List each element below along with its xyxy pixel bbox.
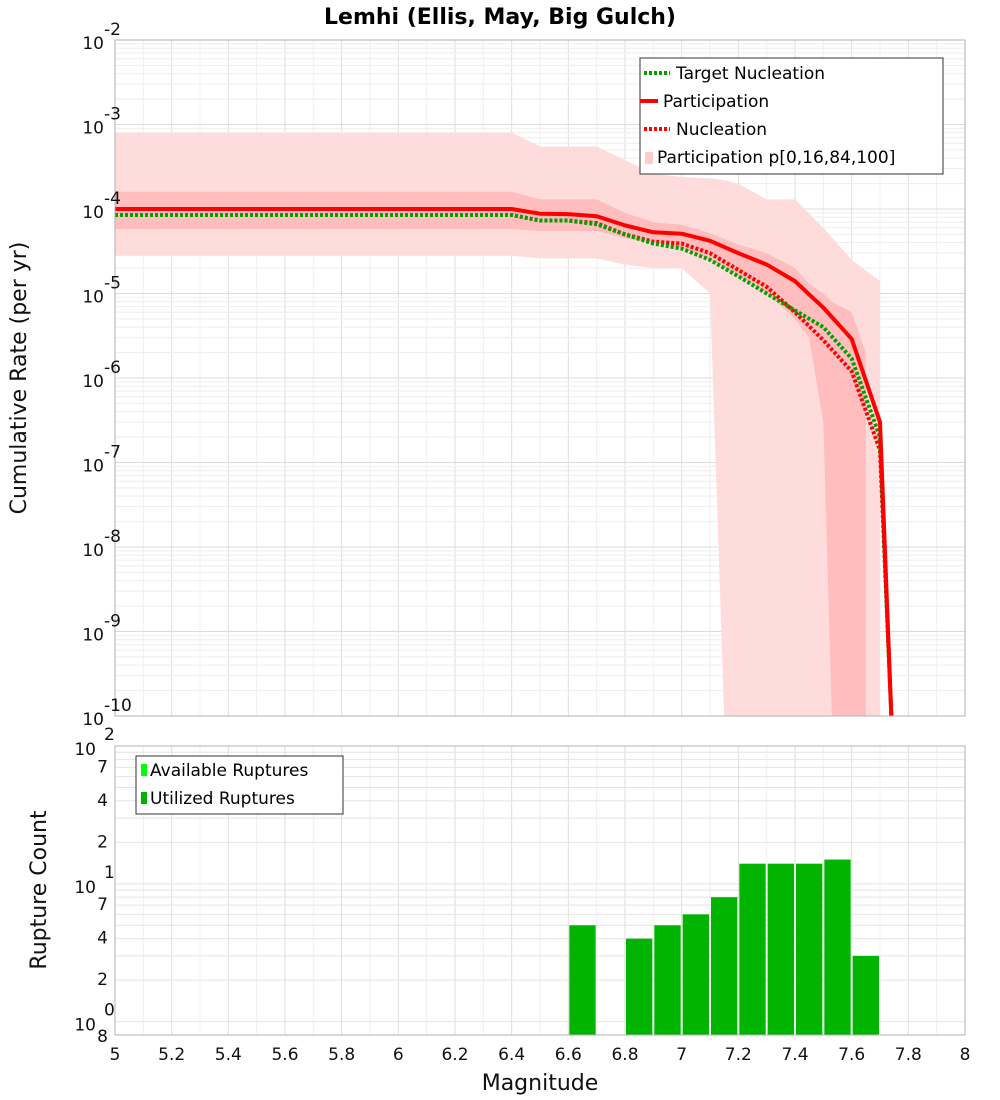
legend-label-participation-band: Participation p[0,16,84,100] (657, 148, 895, 168)
y-tick-exponent: -5 (104, 274, 121, 294)
bottom-y-tick-label: 10 (74, 878, 96, 898)
utilized-ruptures-bar (739, 863, 766, 1035)
y-tick-exponent: -4 (104, 189, 121, 209)
y-tick-label: 10 (82, 710, 104, 730)
y-tick-exponent: -2 (104, 20, 121, 40)
utilized-ruptures-bar (711, 897, 738, 1035)
bottom-y-tick-label: 10 (74, 740, 96, 760)
chart-title: Lemhi (Ellis, May, Big Gulch) (324, 5, 676, 30)
bottom-y-tick-label: 10 (74, 1016, 96, 1036)
y-tick-label: 10 (82, 541, 104, 561)
bottom-legend-box (135, 755, 344, 815)
utilized-ruptures-bar (767, 863, 794, 1035)
top-plot-frame (114, 39, 966, 717)
legend-label-utilized-ruptures: Utilized Ruptures (150, 789, 295, 809)
x-axis-label: Magnitude (482, 1071, 599, 1096)
bottom-y-minor-tick-label: 4 (97, 791, 108, 811)
y-tick-exponent: -7 (104, 443, 121, 463)
x-tick-label: 5.6 (271, 1045, 298, 1065)
bottom-y-minor-tick-label: 4 (97, 929, 108, 949)
utilized-ruptures-bar (682, 914, 709, 1035)
x-tick-label: 8 (960, 1045, 971, 1065)
utilized-ruptures-bar (796, 863, 823, 1035)
y-tick-label: 10 (82, 119, 104, 139)
legend-swatch-utilized-ruptures (141, 792, 147, 804)
bottom-bars (569, 859, 879, 1035)
top-legend-box (639, 57, 944, 175)
top-bands (115, 132, 880, 717)
utilized-ruptures-bar (569, 925, 596, 1035)
legend-label-nucleation: Nucleation (676, 120, 767, 140)
y-tick-label: 10 (82, 457, 104, 477)
bottom-y-tick-exponent: 2 (104, 725, 115, 745)
top-legend: Target Nucleation Participation Nucleati… (639, 57, 944, 175)
x-tick-label: 7.6 (838, 1045, 865, 1065)
y-tick-label: 10 (82, 626, 104, 646)
y-tick-exponent: -10 (104, 696, 132, 716)
top-lines (115, 207, 894, 717)
x-tick-label: 5.4 (215, 1045, 242, 1065)
y-tick-label: 10 (82, 34, 104, 54)
legend-swatch-available-ruptures (141, 764, 147, 776)
legend-label-target-nucleation: Target Nucleation (675, 64, 825, 84)
x-tick-label: 5.2 (158, 1045, 185, 1065)
legend-label-available-ruptures: Available Ruptures (150, 761, 308, 781)
y-tick-label: 10 (82, 288, 104, 308)
participation-band-p0-p100 (115, 132, 880, 716)
x-tick-label: 6.6 (555, 1045, 582, 1065)
series-line-target-nucleation (115, 212, 894, 717)
utilized-ruptures-bar (626, 938, 653, 1035)
bottom-x-ticks: 5 5.2 5.4 5.6 5.8 6 6.2 6.4 6.6 6.8 7 7.2 7.4 7.6 7.8 8 (110, 1045, 971, 1065)
bottom-y-minor-tick-label: 7 (97, 757, 108, 777)
x-tick-label: 7 (676, 1045, 687, 1065)
bottom-y-minor-tick-label: 7 (97, 895, 108, 915)
top-y-axis-label: Cumulative Rate (per yr) (7, 242, 32, 515)
x-tick-label: 5.8 (328, 1045, 355, 1065)
y-tick-exponent: -9 (104, 612, 121, 632)
x-tick-label: 6 (393, 1045, 404, 1065)
legend-swatch-participation-band (645, 152, 653, 164)
x-tick-label: 7.4 (781, 1045, 808, 1065)
bottom-y-minor-tick-label: 2 (97, 832, 108, 852)
y-tick-exponent: -6 (104, 358, 121, 378)
y-tick-label: 10 (82, 203, 104, 223)
bottom-y-minor-tick-label: 8 (97, 1027, 108, 1047)
y-tick-label: 10 (82, 372, 104, 392)
x-tick-label: 6.4 (498, 1045, 525, 1065)
series-line-participation (115, 207, 894, 717)
x-tick-label: 5 (110, 1045, 121, 1065)
utilized-ruptures-bar (824, 859, 851, 1035)
bottom-y-minor-tick-label: 2 (97, 970, 108, 990)
x-tick-label: 7.2 (725, 1045, 752, 1065)
y-tick-exponent: -3 (104, 105, 121, 125)
legend-label-participation: Participation (663, 92, 769, 112)
bottom-plot-frame (114, 745, 966, 1036)
utilized-ruptures-bar (852, 955, 879, 1035)
x-tick-label: 6.2 (441, 1045, 468, 1065)
x-tick-label: 7.8 (895, 1045, 922, 1065)
y-tick-exponent: -8 (104, 527, 121, 547)
x-tick-label: 6.8 (611, 1045, 638, 1065)
bottom-y-tick-exponent: 1 (104, 863, 115, 883)
bottom-y-axis-label: Rupture Count (27, 810, 52, 970)
utilized-ruptures-bar (654, 925, 681, 1035)
bottom-legend: Available Ruptures Utilized Ruptures (135, 755, 344, 815)
bottom-y-tick-exponent: 0 (104, 1001, 115, 1021)
